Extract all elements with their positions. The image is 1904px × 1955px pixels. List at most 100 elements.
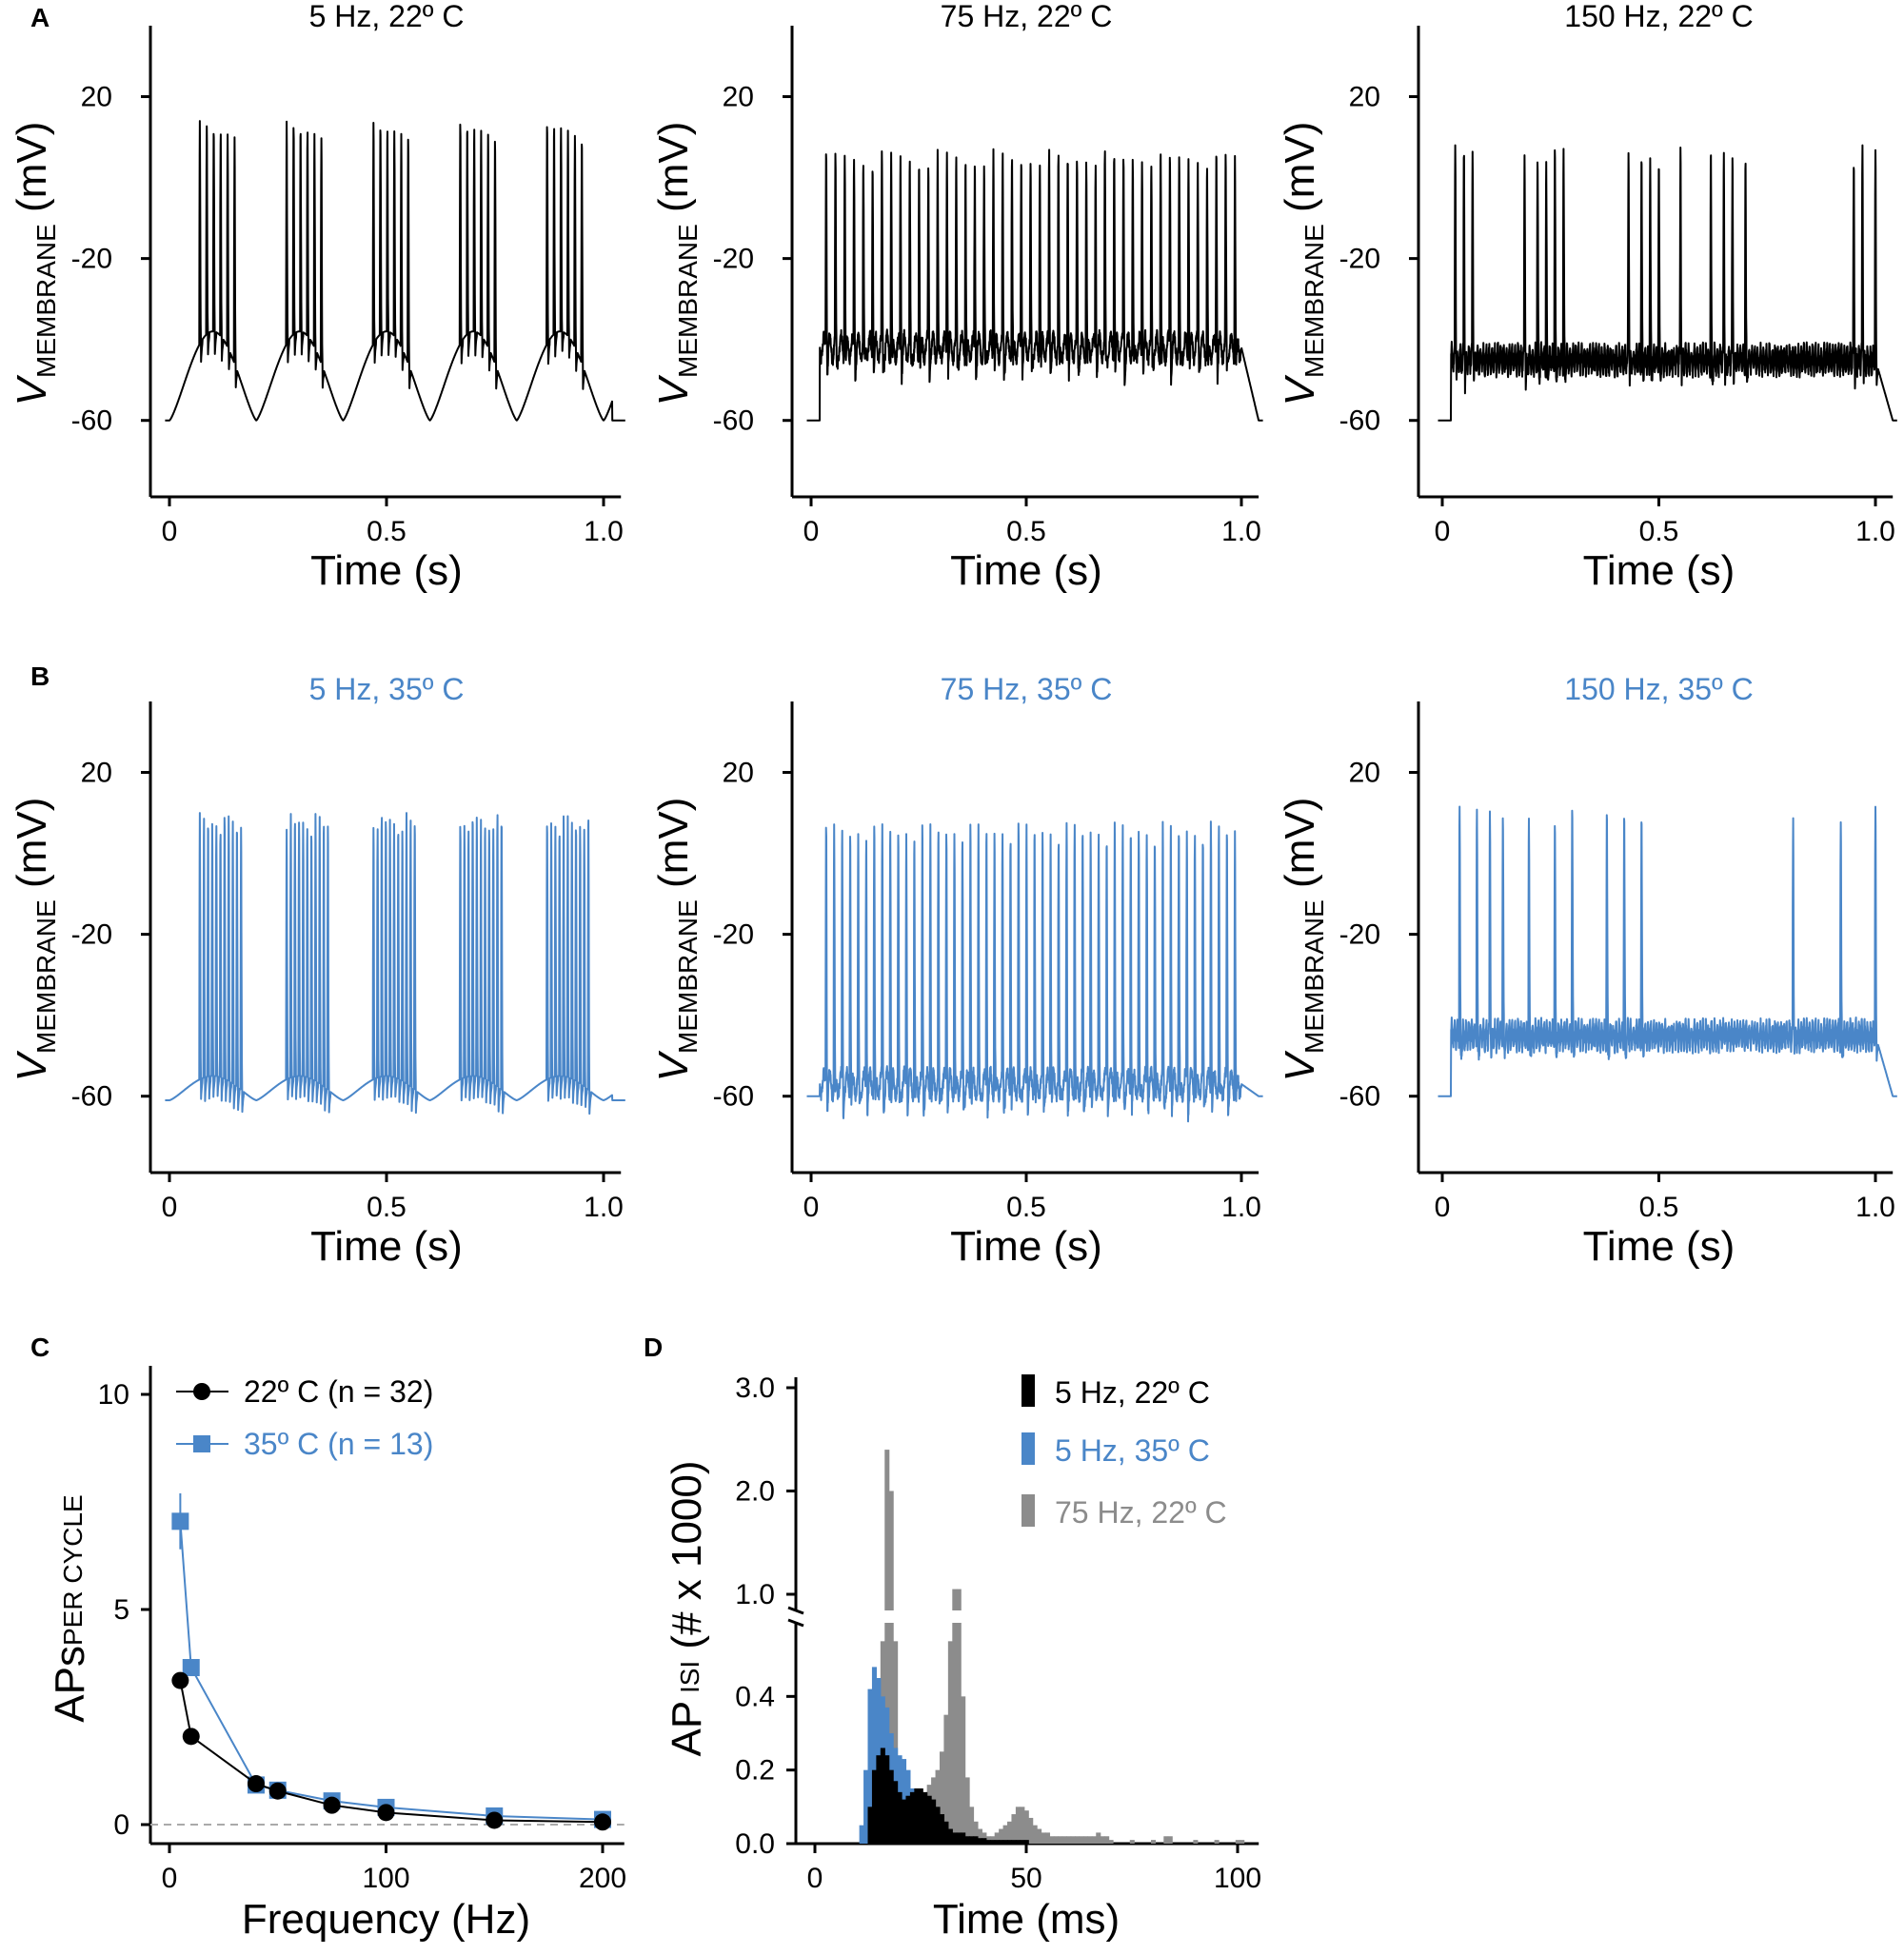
panel-letter-d: D xyxy=(644,1333,663,1362)
histogram-bar xyxy=(914,1788,920,1844)
histogram-bar xyxy=(863,1769,869,1844)
histogram-bar xyxy=(1007,1821,1013,1844)
histogram-bar xyxy=(888,1769,894,1844)
histogram-bar xyxy=(1075,1836,1081,1844)
histogram-bar xyxy=(1058,1836,1063,1844)
legend-label: 35º C (n = 13) xyxy=(244,1427,433,1461)
histogram-bar xyxy=(1011,1814,1017,1844)
data-point xyxy=(486,1811,504,1829)
histogram-bar xyxy=(1015,1807,1021,1844)
y-axis-title: VMEMBRANE (mV) xyxy=(9,122,61,406)
histogram-bar xyxy=(1061,1836,1067,1844)
histogram-bar xyxy=(1007,1840,1013,1844)
y-tick-label: -20 xyxy=(71,919,112,951)
histogram-bar xyxy=(939,1814,945,1844)
y-tick-label: -60 xyxy=(713,1081,754,1113)
voltage-trace xyxy=(805,820,1264,1123)
histogram-bar xyxy=(969,1807,975,1844)
histogram-bar xyxy=(947,1641,953,1844)
histogram-bar xyxy=(876,1755,882,1844)
x-tick-label: 0.5 xyxy=(1639,1192,1679,1223)
histogram-bar xyxy=(918,1788,923,1844)
histogram-bar xyxy=(956,1589,962,1610)
histogram-bar xyxy=(977,1828,982,1844)
histogram-bar xyxy=(905,1795,911,1844)
x-axis-title: Time (s) xyxy=(950,547,1102,594)
y-tick-label: 20 xyxy=(1349,82,1380,113)
histogram-bar xyxy=(1167,1836,1173,1844)
histogram-bar xyxy=(1108,1840,1114,1844)
axis-break-mark xyxy=(787,1618,804,1628)
y-tick-label: 3.0 xyxy=(735,1372,775,1404)
series-line xyxy=(179,1521,604,1821)
histogram-bar xyxy=(1002,1840,1008,1844)
data-point xyxy=(248,1775,265,1793)
panel-letter-b: B xyxy=(30,662,50,691)
y-axis-title-sub: MEMBRANE xyxy=(673,899,703,1054)
histogram-bar xyxy=(1044,1832,1051,1844)
histogram-bar xyxy=(935,1769,941,1844)
x-tick-label: 1.0 xyxy=(1855,1192,1895,1223)
histogram-bar xyxy=(973,1821,979,1844)
panel-title: 5 Hz, 22º C xyxy=(309,0,465,33)
x-tick-label: 0 xyxy=(807,1863,823,1894)
y-tick-label: 0 xyxy=(113,1809,129,1841)
histogram-bar xyxy=(982,1838,987,1844)
histogram-bar xyxy=(943,1821,949,1844)
histogram-bar xyxy=(871,1667,877,1844)
axis-break-mark xyxy=(787,1606,804,1615)
legend-marker xyxy=(193,1435,210,1452)
histogram-bar xyxy=(969,1836,975,1844)
histogram-bar xyxy=(956,1832,962,1844)
y-axis-title-v: V xyxy=(1277,1050,1323,1081)
histogram-bar xyxy=(1020,1807,1025,1844)
y-axis-title-sub: PER CYCLE xyxy=(58,1494,88,1646)
panel-title: 150 Hz, 22º C xyxy=(1564,0,1753,33)
x-tick-label: 0.5 xyxy=(1006,516,1046,547)
y-tick-label: -60 xyxy=(713,405,754,437)
y-axis-title: VMEMBRANE (mV) xyxy=(9,798,61,1082)
histogram-bar xyxy=(893,1781,899,1844)
data-point xyxy=(171,1671,189,1689)
y-axis-title-sub: MEMBRANE xyxy=(673,224,703,378)
histogram-bar xyxy=(1032,1825,1038,1844)
histogram-bar xyxy=(994,1840,1000,1844)
y-tick-label: -20 xyxy=(713,919,754,951)
x-tick-label: 1.0 xyxy=(584,516,624,547)
histogram-bar xyxy=(880,1748,885,1844)
histogram-bar xyxy=(947,1828,953,1844)
y-axis-title: VMEMBRANE (mV) xyxy=(1277,798,1329,1082)
y-tick-label: 0.0 xyxy=(735,1828,775,1860)
y-axis-title: VMEMBRANE (mV) xyxy=(650,122,703,406)
y-tick-label: -60 xyxy=(1339,1081,1380,1113)
x-axis-title: Time (ms) xyxy=(933,1896,1120,1943)
histogram-bar xyxy=(922,1791,928,1844)
histogram-bar xyxy=(1193,1840,1199,1844)
y-axis-title-unit: (mV) xyxy=(650,122,697,225)
histogram-bar xyxy=(956,1623,962,1844)
histogram-bar xyxy=(952,1589,958,1610)
x-tick-label: 0.5 xyxy=(1006,1192,1046,1223)
histogram-bar xyxy=(1214,1840,1220,1844)
legend-label: 5 Hz, 22º C xyxy=(1055,1375,1210,1410)
x-axis-title: Time (s) xyxy=(310,547,463,594)
histogram-bar xyxy=(952,1832,958,1844)
y-axis-title: APsPER CYCLE xyxy=(47,1494,93,1722)
trace-panel-75hz-35c: 20 -20 -60 0 0.5 1.0 Time (s) VMEMBRANE (mV) 75 … xyxy=(650,672,1264,1270)
x-tick-label: 0.5 xyxy=(367,516,407,547)
histogram-bar xyxy=(1028,1817,1034,1844)
histogram-bar xyxy=(1096,1832,1101,1844)
trace-panel-150hz-22c: 20 -20 -60 0 0.5 1.0 Time (s) VMEMBRANE (mV) 150… xyxy=(1277,0,1898,594)
panel-title: 75 Hz, 35º C xyxy=(941,672,1113,706)
histogram-bar xyxy=(1240,1840,1245,1844)
histogram-bar xyxy=(893,1641,899,1844)
histogram-bar xyxy=(999,1840,1004,1844)
histogram-bar xyxy=(1082,1836,1088,1844)
y-tick-label: 2.0 xyxy=(735,1476,775,1508)
histogram-bar xyxy=(1015,1840,1021,1844)
x-tick-label: 50 xyxy=(1010,1863,1041,1894)
voltage-trace xyxy=(1437,144,1898,422)
histogram-bar xyxy=(1023,1810,1029,1844)
y-tick-label: 5 xyxy=(113,1594,129,1626)
